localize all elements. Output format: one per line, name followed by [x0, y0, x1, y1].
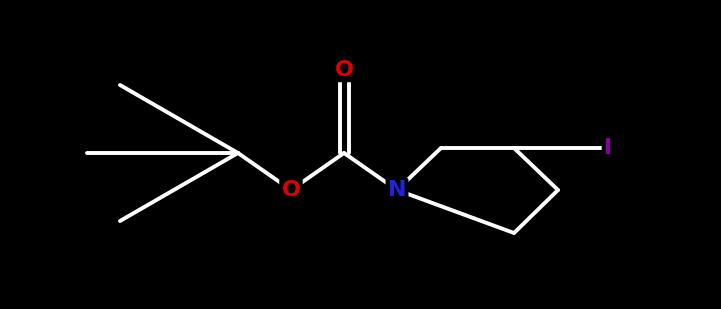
Text: I: I [604, 138, 612, 158]
Text: N: N [388, 180, 406, 200]
Text: O: O [335, 60, 353, 80]
Text: O: O [281, 180, 301, 200]
